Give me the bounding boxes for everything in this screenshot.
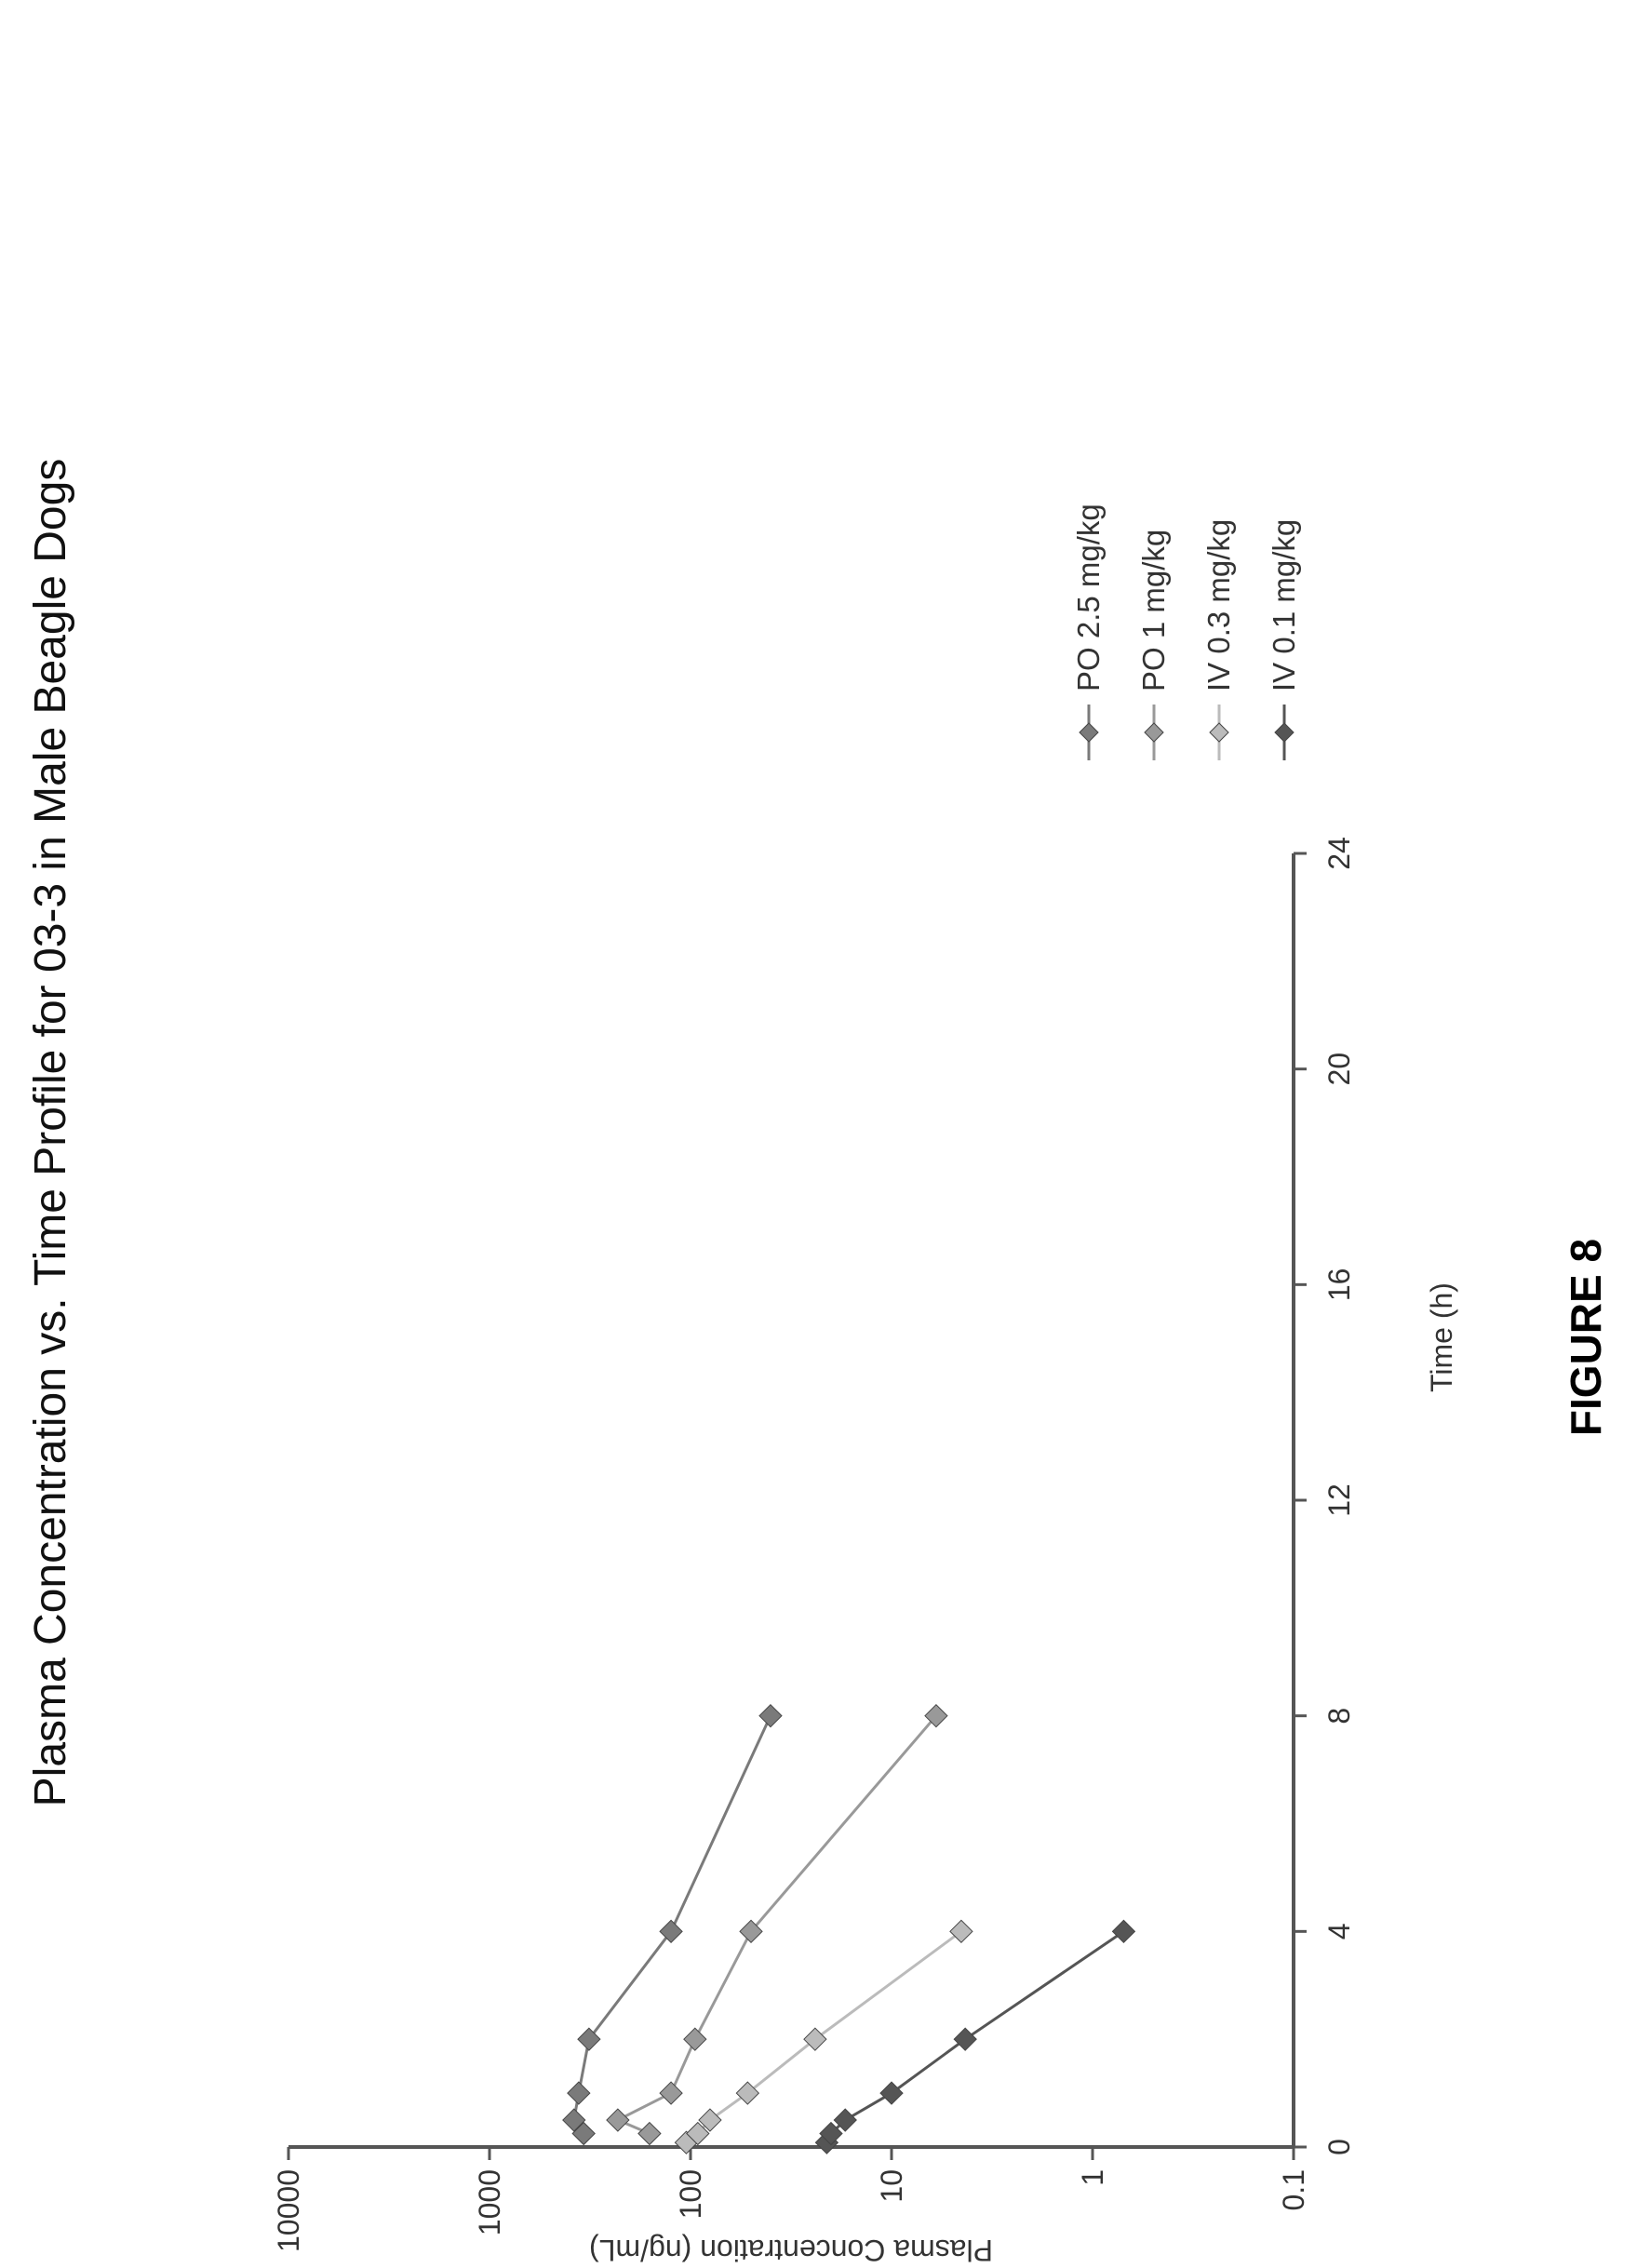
legend-label: PO 2.5 mg/kg [1071, 503, 1106, 691]
data-point [833, 2108, 857, 2132]
data-point [803, 2027, 827, 2051]
legend-label: IV 0.1 mg/kg [1267, 519, 1301, 691]
series-line [825, 1930, 1125, 2143]
x-tick-label: 24 [1322, 837, 1356, 870]
series-layer [562, 1703, 1136, 2154]
data-point [739, 1919, 763, 1944]
figure-caption: FIGURE 8 [1562, 1239, 1610, 1436]
rotated-chart-group: Plasma Concentration vs. Time Profile fo… [26, 459, 1610, 2267]
data-point [637, 2121, 662, 2146]
legend-label: IV 0.3 mg/kg [1201, 519, 1236, 691]
data-point [924, 1703, 948, 1728]
x-tick-label: 16 [1322, 1268, 1356, 1302]
data-point [819, 2121, 843, 2146]
y-tick-label: 100 [674, 2169, 707, 2219]
y-tick-label: 0.1 [1277, 2169, 1310, 2210]
series-0 [814, 1919, 1136, 2154]
x-tick-label: 20 [1322, 1053, 1356, 1086]
data-point [735, 2081, 760, 2105]
y-tick-label: 1 [1076, 2169, 1109, 2186]
data-point [698, 2108, 722, 2132]
series-2 [606, 1703, 948, 2146]
legend-item: IV 0.1 mg/kg [1267, 519, 1301, 760]
x-tick-label: 4 [1322, 1923, 1356, 1939]
legend-marker [1274, 722, 1295, 743]
x-axis-label: Time (h) [1425, 1282, 1458, 1392]
x-tick-label: 8 [1322, 1708, 1356, 1724]
y-axis-label: Plasma Concentration (ng/mL) [589, 2234, 993, 2267]
y-tick-label: 10000 [272, 2169, 305, 2252]
data-point [686, 2121, 710, 2146]
series-1 [674, 1919, 973, 2154]
axes-group: 0 4 8 12 16 20 24 0.1 1 10 100 1000 10000 Plasma Conc… [272, 837, 1356, 2267]
legend-marker [1209, 722, 1229, 743]
data-point [758, 1703, 783, 1728]
legend-item: PO 2.5 mg/kg [1071, 503, 1106, 760]
data-point [1111, 1919, 1136, 1944]
chart-title: Plasma Concentration vs. Time Profile fo… [26, 459, 75, 1807]
y-tick-label: 1000 [473, 2169, 506, 2235]
y-tick-label: 10 [875, 2169, 908, 2203]
data-point [949, 1919, 973, 1944]
legend-marker [1079, 722, 1099, 743]
data-point [571, 2121, 596, 2146]
data-point [567, 2081, 591, 2105]
data-point [562, 2108, 586, 2132]
data-point [606, 2108, 630, 2132]
data-point [683, 2027, 707, 2051]
legend-marker [1144, 722, 1164, 743]
legend: IV 0.1 mg/kg IV 0.3 mg/kg PO 1 mg/kg PO 2.5… [1071, 503, 1301, 760]
legend-label: PO 1 mg/kg [1136, 530, 1171, 691]
data-point [879, 2081, 904, 2105]
x-tick-label: 12 [1322, 1483, 1356, 1517]
data-point [659, 2081, 683, 2105]
series-3 [562, 1703, 783, 2146]
data-point [577, 2027, 601, 2051]
legend-item: PO 1 mg/kg [1136, 530, 1171, 760]
legend-item: IV 0.3 mg/kg [1201, 519, 1236, 760]
x-tick-label: 0 [1322, 2139, 1356, 2155]
data-point [953, 2027, 977, 2051]
data-point [659, 1919, 683, 1944]
